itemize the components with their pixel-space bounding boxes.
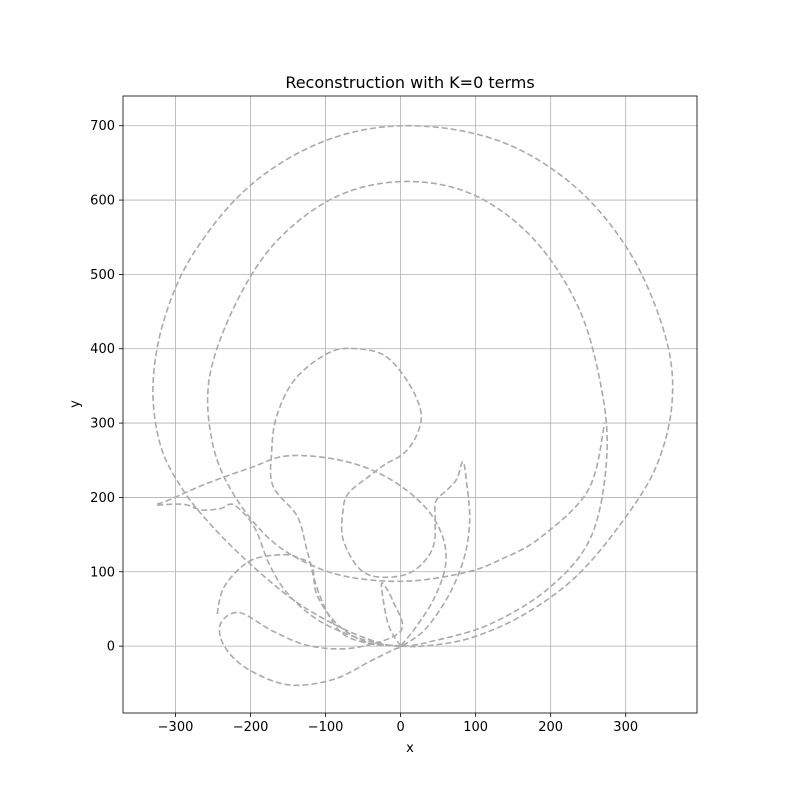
y-tick-label: 200 — [90, 491, 115, 506]
x-tick-label: 0 — [396, 720, 404, 735]
axis-ticks: −300 −200 −100 0 100 200 300 0 100 200 300 400 500 60… — [90, 119, 638, 735]
x-tick-label: 100 — [463, 720, 488, 735]
axes-frame — [122, 95, 698, 714]
y-tick-label: 300 — [90, 417, 115, 432]
y-tick-label: 0 — [107, 640, 115, 655]
series-line-4 — [216, 553, 404, 687]
series-line-3 — [269, 347, 471, 647]
x-axis-label: x — [406, 741, 414, 756]
chart-title: Reconstruction with K=0 terms — [285, 73, 534, 92]
y-axis-label: y — [68, 400, 83, 408]
series-line-2 — [155, 454, 447, 647]
y-tick-label: 100 — [90, 565, 115, 580]
x-tick-label: 200 — [538, 720, 563, 735]
x-tick-label: 300 — [613, 720, 638, 735]
x-tick-label: −300 — [158, 720, 194, 735]
y-tick-label: 700 — [90, 119, 115, 134]
y-tick-label: 400 — [90, 342, 115, 357]
x-tick-label: −200 — [233, 720, 269, 735]
y-tick-label: 600 — [90, 194, 115, 209]
grid — [123, 96, 697, 713]
plot-area — [152, 124, 674, 687]
y-tick-label: 500 — [90, 268, 115, 283]
x-tick-label: −100 — [308, 720, 344, 735]
